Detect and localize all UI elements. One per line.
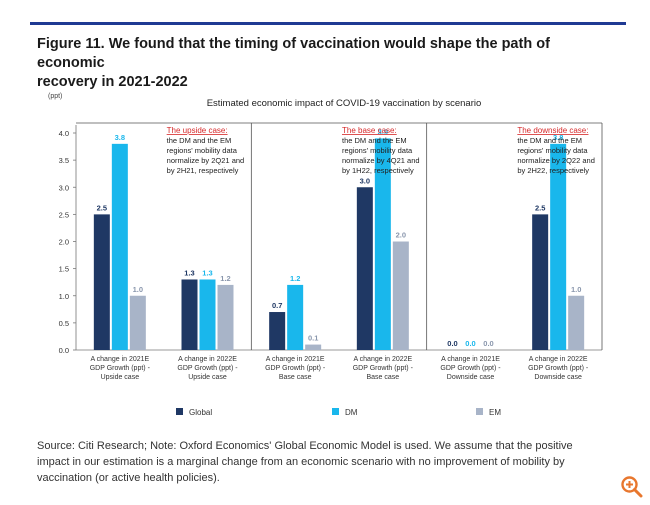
legend-label-dm: DM (345, 408, 358, 417)
data-label-global: 0.7 (272, 301, 282, 310)
data-label-em: 1.0 (133, 285, 143, 294)
bar-dm (287, 284, 304, 350)
data-label-dm: 1.2 (290, 274, 300, 283)
figure-title: Figure 11. We found that the timing of v… (37, 35, 597, 92)
bar-global (532, 214, 549, 350)
chart-container: Estimated economic impact of COVID-19 va… (36, 90, 616, 430)
data-label-em: 1.2 (220, 274, 230, 283)
annotation-text: regions' mobility data (342, 146, 413, 155)
x-category-label: A change in 2022E (353, 356, 412, 363)
annotation-heading: The base case: (342, 126, 397, 135)
x-category-label: Downside case (447, 374, 495, 381)
annotation-text: normalize by 4Q21 and (342, 156, 420, 165)
data-label-global: 2.5 (97, 203, 107, 212)
x-category-label: GDP Growth (ppt) - (440, 365, 501, 372)
x-category-label: A change in 2021E (90, 356, 149, 363)
annotation-text: the DM and the EM (167, 136, 232, 145)
bar-dm (550, 143, 567, 350)
header-accent-line (30, 22, 626, 25)
figure-title-line-2: recovery in 2021-2022 (37, 74, 188, 90)
bar-chart: Estimated economic impact of COVID-19 va… (48, 93, 603, 417)
data-label-em: 0.1 (308, 334, 318, 343)
x-category-label: Upside case (101, 374, 140, 381)
data-label-dm: 3.8 (115, 133, 125, 142)
annotation-text: normalize by 2Q21 and (167, 156, 245, 165)
x-category-label: A change in 2022E (529, 356, 588, 363)
x-category-label: GDP Growth (ppt) - (90, 365, 151, 372)
data-label-em: 2.0 (396, 231, 406, 240)
x-category-label: Downside case (534, 374, 582, 381)
bar-em (568, 295, 585, 350)
x-category-label: Upside case (188, 374, 227, 381)
bar-em (392, 241, 409, 350)
x-category-label: GDP Growth (ppt) - (177, 365, 238, 372)
data-label-global: 2.5 (535, 203, 545, 212)
annotation-text: normalize by 2Q22 and (517, 156, 595, 165)
x-category-label: A change in 2021E (441, 356, 500, 363)
y-tick-label: 4.0 (59, 129, 69, 138)
data-label-dm: 3.8 (553, 133, 563, 142)
x-category-label: GDP Growth (ppt) - (528, 365, 589, 372)
annotation-heading: The downside case: (517, 126, 588, 135)
x-category-label: GDP Growth (ppt) - (265, 365, 326, 372)
legend-label-em: EM (489, 408, 501, 417)
source-note: Source: Citi Research; Note: Oxford Econ… (37, 440, 573, 484)
zoom-in-button[interactable] (619, 474, 645, 500)
zoom-in-icon (621, 476, 643, 498)
annotation-text: the DM and the EM (342, 136, 407, 145)
y-tick-label: 2.0 (59, 238, 69, 247)
bar-dm (199, 279, 216, 350)
bar-em (217, 284, 234, 350)
y-axis-unit-label: (ppt) (48, 93, 62, 100)
bar-global (181, 279, 198, 350)
bar-dm (374, 138, 391, 350)
annotation-text: regions' mobility data (517, 146, 588, 155)
legend-swatch-dm (332, 408, 339, 415)
y-tick-label: 3.5 (59, 156, 69, 165)
data-label-global: 3.0 (360, 176, 370, 185)
annotation-text: regions' mobility data (167, 146, 238, 155)
data-label-em: 1.0 (571, 285, 581, 294)
legend-label-global: Global (189, 408, 212, 417)
y-tick-label: 1.5 (59, 265, 69, 274)
legend-swatch-global (176, 408, 183, 415)
y-tick-label: 0.5 (59, 319, 69, 328)
annotation-text: by 2H22, respectively (517, 166, 589, 175)
figure-title-line-1: Figure 11. We found that the timing of v… (37, 36, 550, 71)
annotation-text: by 1H22, respectively (342, 166, 414, 175)
x-category-label: Base case (279, 374, 312, 381)
bar-em (305, 344, 322, 350)
data-label-dm: 1.3 (202, 268, 212, 277)
data-label-dm: 0.0 (465, 339, 475, 348)
x-category-label: A change in 2022E (178, 356, 237, 363)
data-label-global: 1.3 (184, 268, 194, 277)
y-tick-label: 1.0 (59, 292, 69, 301)
y-tick-label: 2.5 (59, 210, 69, 219)
bar-global (356, 187, 373, 350)
x-category-label: A change in 2021E (266, 356, 325, 363)
x-category-label: GDP Growth (ppt) - (353, 365, 414, 372)
data-label-em: 0.0 (483, 339, 493, 348)
chart-title: Estimated economic impact of COVID-19 va… (207, 98, 482, 109)
bar-em (129, 295, 146, 350)
annotation-text: by 2H21, respectively (167, 166, 239, 175)
x-category-label: Base case (366, 374, 399, 381)
legend-swatch-em (476, 408, 483, 415)
bar-global (269, 312, 286, 350)
y-tick-label: 3.0 (59, 183, 69, 192)
annotation-heading: The upside case: (167, 126, 228, 135)
data-label-global: 0.0 (447, 339, 457, 348)
bar-global (93, 214, 110, 350)
data-label-dm: 3.9 (378, 127, 388, 136)
bar-dm (111, 143, 128, 350)
y-tick-label: 0.0 (59, 346, 69, 355)
annotation-text: the DM and the EM (517, 136, 582, 145)
